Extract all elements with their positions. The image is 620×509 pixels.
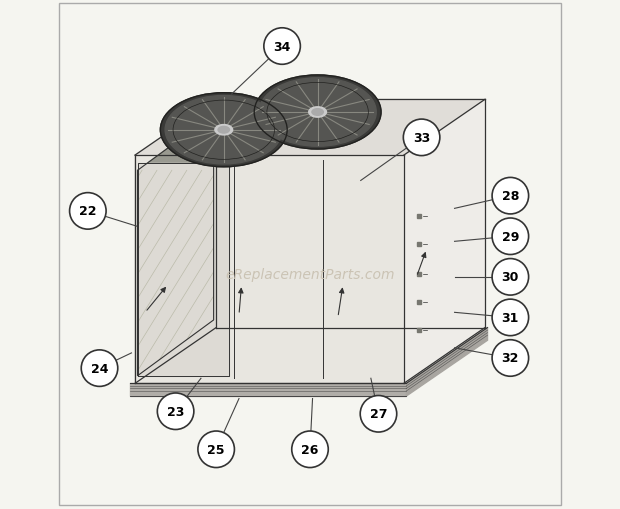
- Circle shape: [492, 340, 529, 377]
- Circle shape: [492, 178, 529, 214]
- Circle shape: [492, 259, 529, 296]
- Circle shape: [292, 431, 328, 468]
- Text: 23: 23: [167, 405, 184, 418]
- Text: 29: 29: [502, 230, 519, 243]
- Circle shape: [198, 431, 234, 468]
- Polygon shape: [130, 384, 406, 396]
- Polygon shape: [135, 100, 485, 156]
- Ellipse shape: [259, 78, 376, 147]
- Circle shape: [81, 350, 118, 387]
- Circle shape: [360, 395, 397, 432]
- Text: 25: 25: [208, 443, 225, 456]
- Text: eReplacementParts.com: eReplacementParts.com: [225, 268, 395, 282]
- Text: 28: 28: [502, 190, 519, 203]
- Polygon shape: [138, 115, 214, 376]
- Text: 24: 24: [91, 362, 108, 375]
- Text: 26: 26: [301, 443, 319, 456]
- Circle shape: [492, 300, 529, 336]
- Circle shape: [264, 29, 300, 65]
- Circle shape: [404, 120, 440, 156]
- Ellipse shape: [165, 96, 283, 164]
- Polygon shape: [138, 163, 229, 376]
- Text: 31: 31: [502, 312, 519, 324]
- Text: 30: 30: [502, 271, 519, 284]
- Polygon shape: [135, 156, 404, 384]
- Text: 34: 34: [273, 40, 291, 53]
- Ellipse shape: [254, 76, 381, 150]
- Text: 32: 32: [502, 352, 519, 365]
- Polygon shape: [135, 100, 216, 384]
- Polygon shape: [404, 100, 485, 384]
- Text: 27: 27: [370, 408, 388, 420]
- Text: 22: 22: [79, 205, 97, 218]
- Ellipse shape: [161, 94, 287, 167]
- Ellipse shape: [309, 107, 327, 118]
- Text: 33: 33: [413, 132, 430, 145]
- Ellipse shape: [218, 127, 229, 134]
- Polygon shape: [406, 328, 487, 396]
- Circle shape: [157, 393, 194, 430]
- Circle shape: [69, 193, 106, 230]
- Ellipse shape: [312, 109, 323, 116]
- Circle shape: [492, 218, 529, 255]
- Polygon shape: [138, 115, 214, 376]
- Ellipse shape: [215, 125, 232, 135]
